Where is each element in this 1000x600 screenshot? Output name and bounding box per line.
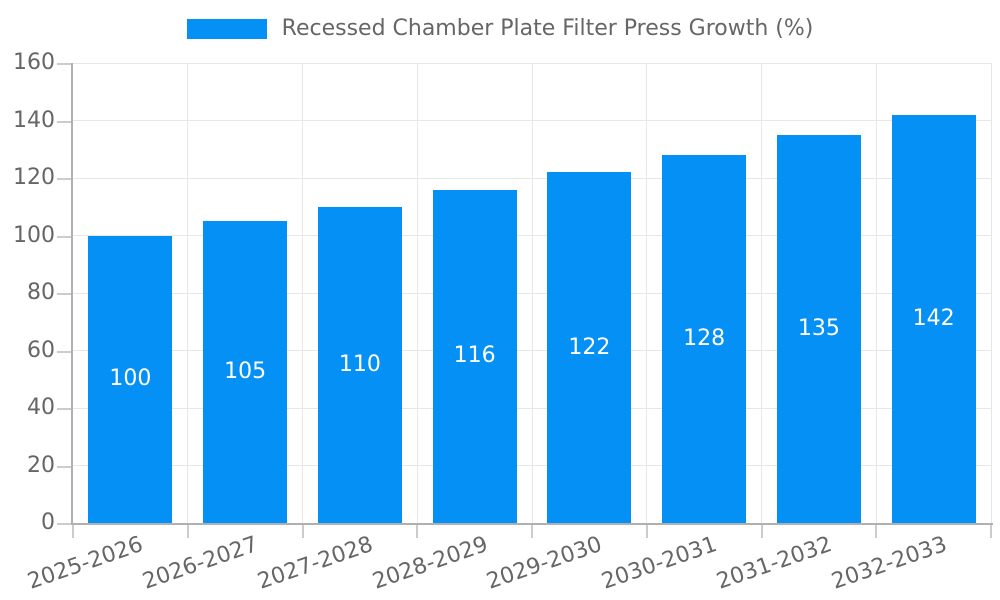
y-axis-tick: [57, 293, 71, 295]
gridline-vertical: [875, 63, 877, 523]
bar-value-label: 135: [797, 315, 840, 341]
y-axis-tick: [57, 465, 71, 468]
bar-value-label: 100: [109, 366, 152, 392]
y-axis-tick: [57, 63, 71, 65]
y-tick-label: 120: [13, 165, 55, 190]
x-axis-tick: [875, 525, 878, 538]
x-axis-tick: [645, 525, 648, 538]
x-axis-tick: [760, 525, 763, 538]
y-tick-label: 160: [13, 50, 55, 75]
bar-2031-2032: [776, 134, 861, 523]
legend-swatch: [186, 18, 267, 39]
x-axis-tick: [301, 525, 304, 538]
y-axis-tick: [57, 178, 71, 180]
x-axis-tick: [531, 525, 533, 538]
y-axis-tick: [57, 235, 71, 238]
y-axis-tick: [57, 120, 71, 123]
gridline-vertical: [187, 63, 189, 523]
gridline-vertical: [646, 63, 648, 523]
y-tick-label: 80: [27, 280, 55, 305]
gridline-vertical: [761, 63, 762, 523]
y-tick-label: 100: [13, 222, 55, 248]
legend-series-label: Recessed Chamber Plate Filter Press Grow…: [281, 16, 814, 41]
bar-2029-2030: [547, 172, 632, 523]
y-tick-label: 0: [41, 510, 55, 535]
gridline-vertical: [416, 63, 418, 523]
bar-value-label: 128: [683, 326, 726, 351]
x-axis-tick: [186, 525, 189, 538]
bar-2032-2033: [891, 114, 976, 523]
y-tick-label: 140: [13, 107, 55, 133]
bar-2025-2026: [88, 235, 173, 523]
x-axis-tick: [72, 525, 74, 538]
bar-value-label: 142: [912, 305, 955, 331]
legend: Recessed Chamber Plate Filter Press Grow…: [0, 16, 1000, 41]
bar-2030-2031: [662, 155, 747, 523]
bar-2028-2029: [432, 189, 517, 523]
bar-value-label: 116: [453, 343, 496, 369]
gridline-vertical: [990, 63, 992, 523]
y-axis-tick: [57, 408, 71, 410]
y-tick-label: 20: [27, 452, 55, 478]
y-axis-tick: [57, 350, 71, 353]
bar-value-label: 105: [224, 359, 267, 385]
gridline-vertical: [531, 63, 533, 523]
legend-item[interactable]: Recessed Chamber Plate Filter Press Grow…: [186, 16, 814, 41]
x-axis-tick: [990, 525, 992, 538]
x-axis-tick: [416, 525, 419, 538]
y-axis-tick: [57, 523, 71, 525]
bar-value-label: 110: [338, 351, 381, 377]
y-tick-label: 60: [27, 337, 55, 363]
y-axis-line: [71, 63, 73, 525]
bar-2026-2027: [203, 221, 288, 523]
y-tick-label: 40: [27, 395, 55, 420]
gridline-vertical: [302, 63, 303, 523]
bar-value-label: 122: [568, 334, 611, 360]
x-axis-line: [71, 523, 993, 525]
bar-2027-2028: [317, 206, 402, 523]
